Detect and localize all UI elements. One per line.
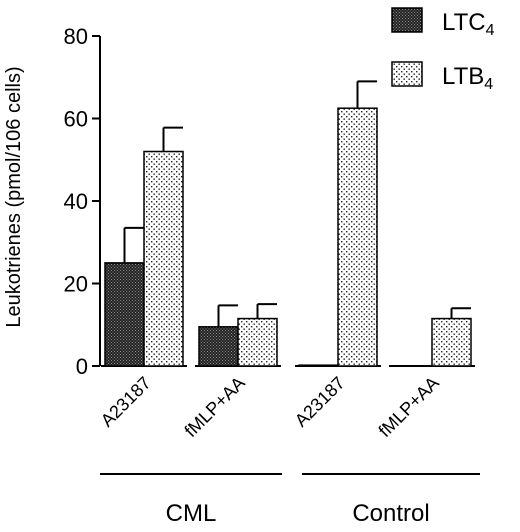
x-category-label: fMLP+AA [181, 373, 249, 441]
y-tick-label: 60 [64, 107, 88, 132]
bar [198, 326, 239, 367]
legend-swatch [391, 61, 423, 87]
x-category-label: fMLP+AA [375, 373, 443, 441]
bar [104, 262, 145, 367]
bar [337, 107, 378, 367]
y-ticks: 0 20 40 60 80 [64, 24, 100, 379]
error-bars [123, 80, 471, 327]
group-label: Control [352, 500, 429, 527]
x-category-label: A23187 [97, 373, 155, 431]
bar [143, 150, 184, 367]
legend-label: LTB4 [442, 63, 493, 93]
legend: LTC4 LTB4 [391, 7, 495, 93]
legend-swatch [391, 7, 423, 33]
bar [298, 364, 339, 367]
y-tick-label: 0 [76, 354, 88, 379]
bars [104, 107, 472, 367]
group-labels: CML Control [100, 473, 480, 527]
y-tick-label: 40 [64, 189, 88, 214]
x-category-labels: A23187 fMLP+AA A23187 fMLP+AA [97, 373, 443, 441]
legend-label: LTC4 [442, 9, 495, 39]
bar [237, 317, 278, 367]
y-tick-label: 80 [64, 24, 88, 49]
bar [431, 317, 472, 367]
y-tick-label: 20 [64, 272, 88, 297]
x-category-label: A23187 [291, 373, 349, 431]
y-axis-label: Leukotrienes (pmol/106 cells) [3, 66, 25, 327]
group-label: CML [166, 500, 217, 527]
